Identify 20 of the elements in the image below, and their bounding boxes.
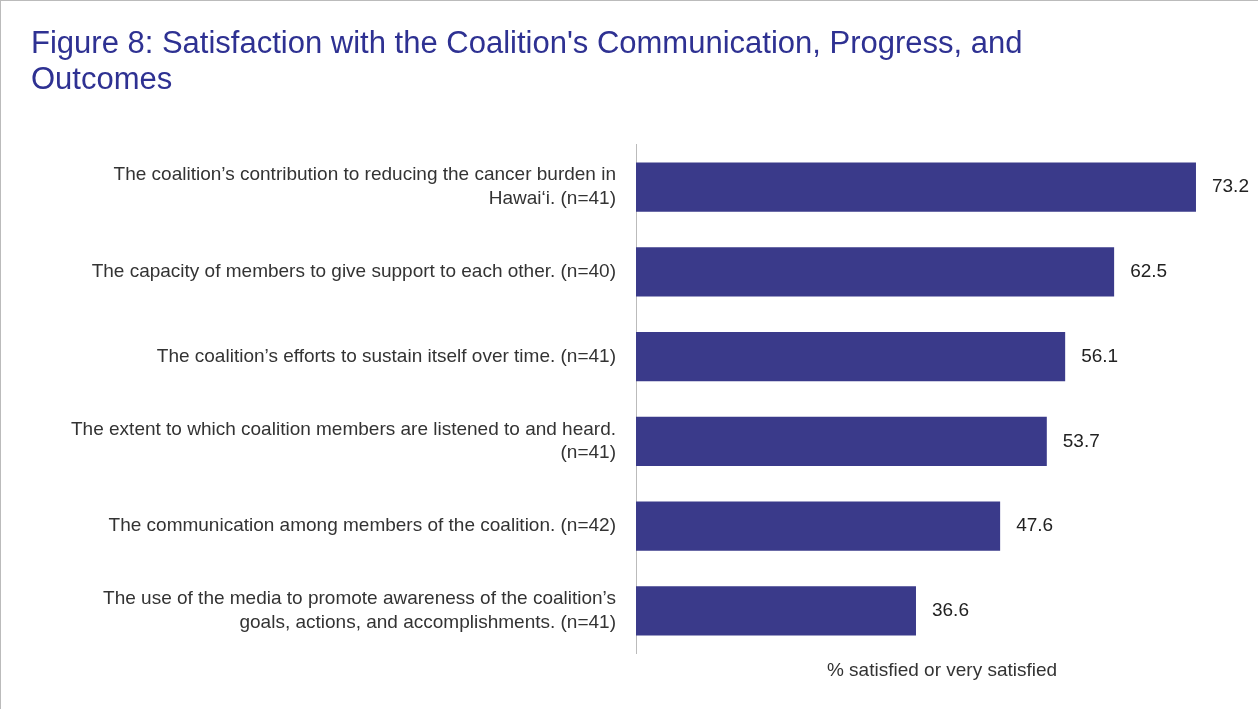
- chart-title: Figure 8: Satisfaction with the Coalition's Communication, Progress, and Outcomes: [31, 25, 1024, 97]
- bar: [636, 247, 1115, 297]
- data-label: 56.1: [1081, 344, 1119, 366]
- data-label: 62.5: [1130, 260, 1168, 282]
- bar: [636, 162, 1196, 212]
- bar: [636, 332, 1066, 382]
- x-axis-title: % satisfied or very satisfied: [826, 658, 1058, 680]
- y-tick-label: The extent to which coalition members are listened to and heard. (n=41): [71, 417, 616, 463]
- y-tick-label: The coalition’s contribution to reducing the cancer burden in Hawai‘i. (n=41): [113, 163, 616, 209]
- data-label: 47.6: [1016, 514, 1054, 536]
- bar: [636, 416, 1047, 466]
- data-label: 36.6: [931, 599, 969, 621]
- y-tick-label: The capacity of members to give support to each other. (n=40): [91, 260, 616, 282]
- bar: [636, 586, 916, 636]
- y-tick-label: The use of the media to promote awareness of the coalition’s goals, actions, and accomplishments. (n=41): [103, 587, 616, 632]
- bar: [636, 501, 1001, 551]
- y-tick-label: The communication among members of the coalition. (n=42): [108, 514, 616, 536]
- data-label: 73.2: [1211, 175, 1249, 197]
- y-tick-label: The coalition’s efforts to sustain itself over time. (n=41): [156, 344, 616, 366]
- data-label: 53.7: [1062, 429, 1100, 451]
